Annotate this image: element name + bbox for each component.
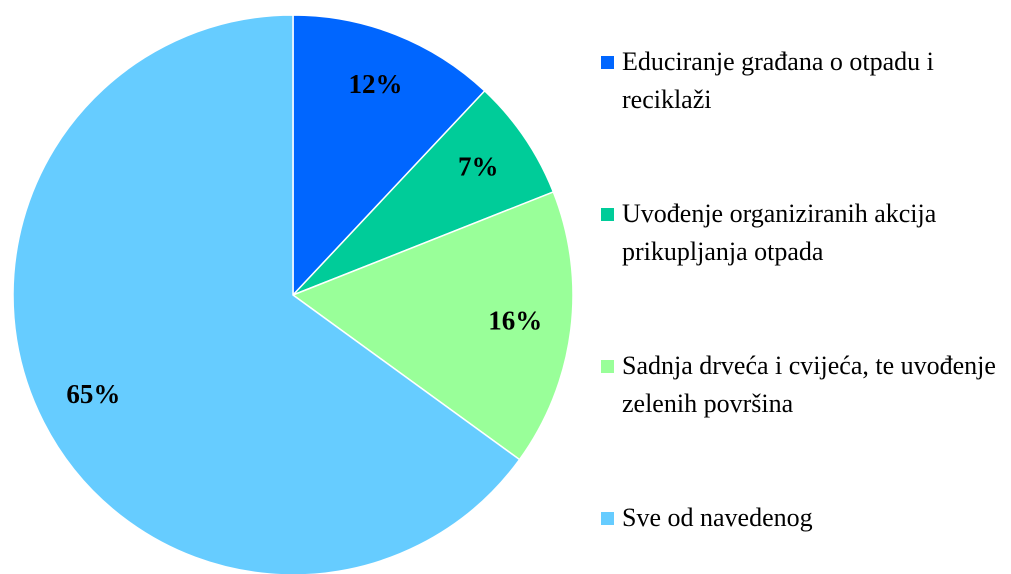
pie-slice	[291, 190, 574, 461]
pie-slice	[12, 14, 521, 574]
data-label: 65%	[66, 379, 120, 409]
legend-item: Uvođenje organiziranih akcija prikupljan…	[601, 195, 1001, 271]
pie-slice	[292, 14, 486, 297]
data-label: 16%	[488, 305, 542, 335]
data-label: 12%	[348, 69, 402, 99]
data-label: 7%	[458, 151, 499, 181]
legend-swatch	[601, 360, 614, 373]
legend-swatch	[601, 56, 614, 69]
pie-slice	[292, 89, 555, 296]
legend-label: Uvođenje organiziranih akcija prikupljan…	[622, 199, 937, 266]
legend-label: Sadnja drveća i cvijeća, te uvođenje zel…	[622, 351, 996, 418]
legend-item: Educiranje građana o otpadu i reciklaži	[601, 43, 1001, 119]
legend-swatch	[601, 208, 614, 221]
legend-item: Sve od navedenog	[601, 499, 1001, 537]
legend-label: Sve od navedenog	[622, 503, 813, 532]
legend-label: Educiranje građana o otpadu i reciklaži	[622, 47, 934, 114]
legend-swatch	[601, 512, 614, 525]
legend-item: Sadnja drveća i cvijeća, te uvođenje zel…	[601, 347, 1001, 423]
